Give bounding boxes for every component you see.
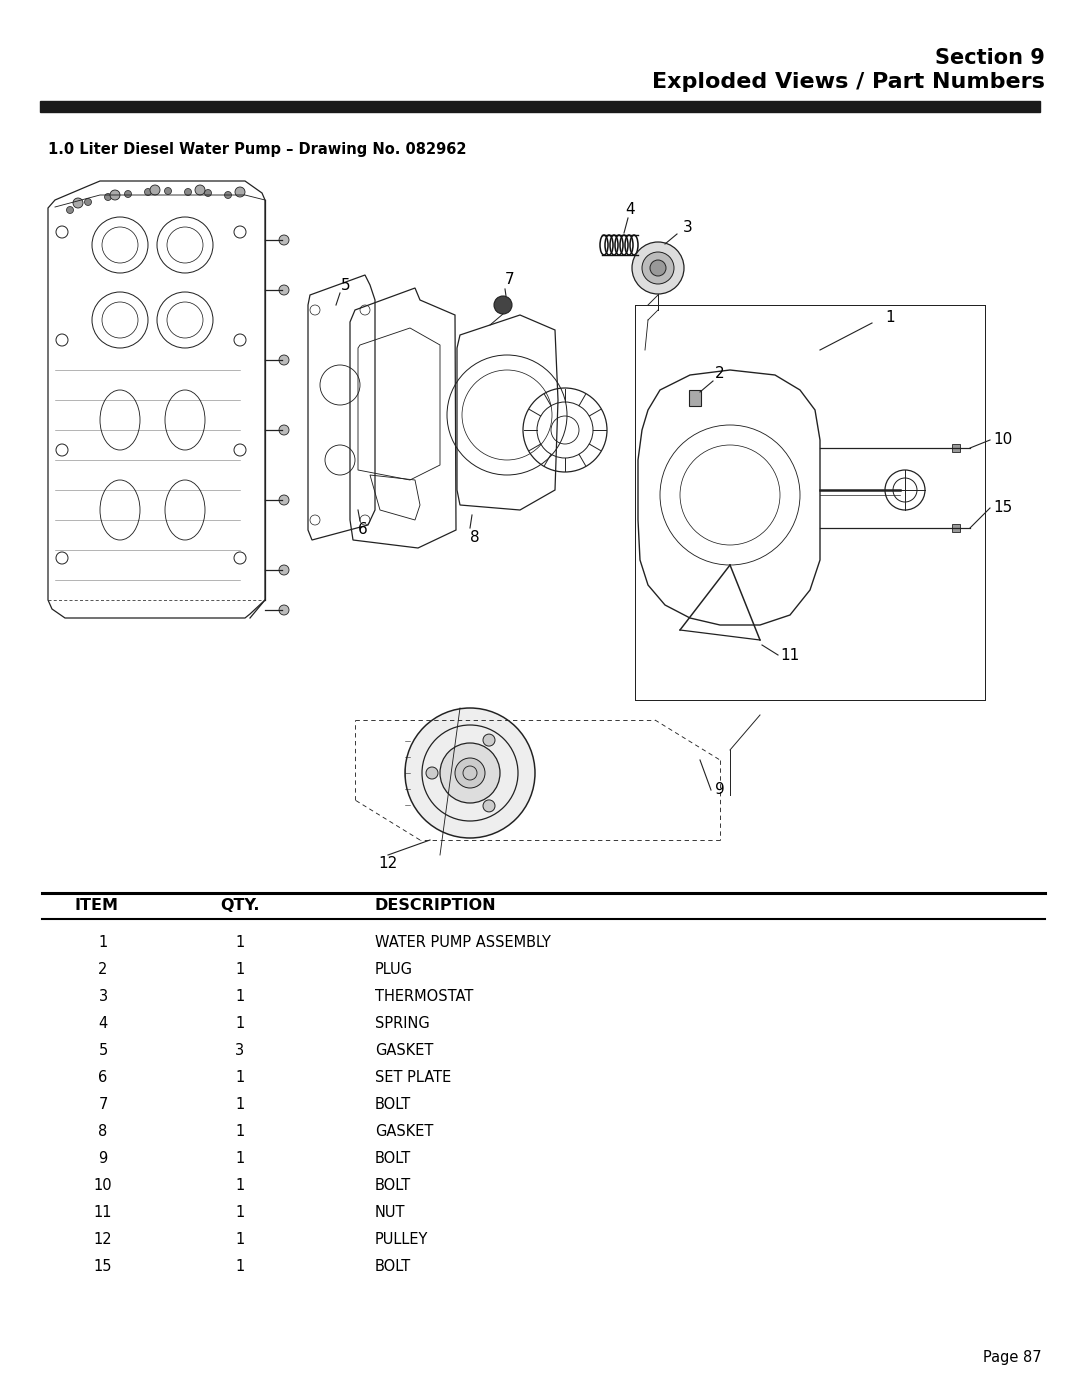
Text: 1: 1 <box>98 935 108 950</box>
Text: THERMOSTAT: THERMOSTAT <box>375 989 473 1004</box>
Text: 1: 1 <box>235 1178 245 1193</box>
Circle shape <box>632 242 684 293</box>
Text: 1: 1 <box>235 1206 245 1220</box>
Text: BOLT: BOLT <box>375 1097 411 1112</box>
Text: 7: 7 <box>98 1097 108 1112</box>
Text: 12: 12 <box>378 856 397 872</box>
Circle shape <box>426 767 438 780</box>
Text: QTY.: QTY. <box>220 898 259 914</box>
Circle shape <box>185 189 191 196</box>
Text: 15: 15 <box>94 1259 112 1274</box>
Text: SPRING: SPRING <box>375 1016 430 1031</box>
Text: 1: 1 <box>235 1232 245 1248</box>
Circle shape <box>204 190 212 197</box>
Circle shape <box>105 194 111 201</box>
Circle shape <box>110 190 120 200</box>
Bar <box>951 524 960 532</box>
Bar <box>40 101 1040 112</box>
Circle shape <box>483 733 495 746</box>
Text: GASKET: GASKET <box>375 1125 433 1139</box>
Circle shape <box>124 190 132 197</box>
Text: Section 9: Section 9 <box>935 47 1045 68</box>
Text: NUT: NUT <box>375 1206 405 1220</box>
Text: 9: 9 <box>715 782 725 798</box>
Text: 1.0 Liter Diesel Water Pump – Drawing No. 082962: 1.0 Liter Diesel Water Pump – Drawing No… <box>48 142 467 156</box>
Bar <box>951 444 960 453</box>
Bar <box>689 390 701 407</box>
Text: SET PLATE: SET PLATE <box>375 1070 451 1085</box>
Text: 11: 11 <box>94 1206 112 1220</box>
Text: 1: 1 <box>235 1070 245 1085</box>
Text: 1: 1 <box>886 310 895 326</box>
Circle shape <box>483 800 495 812</box>
Text: 7: 7 <box>505 272 515 288</box>
Circle shape <box>279 605 289 615</box>
Circle shape <box>405 708 535 838</box>
Circle shape <box>642 251 674 284</box>
Text: BOLT: BOLT <box>375 1178 411 1193</box>
Circle shape <box>235 187 245 197</box>
Text: 2: 2 <box>715 366 725 380</box>
Text: BOLT: BOLT <box>375 1259 411 1274</box>
Circle shape <box>650 260 666 277</box>
Text: 8: 8 <box>470 531 480 545</box>
Text: 12: 12 <box>94 1232 112 1248</box>
Circle shape <box>225 191 231 198</box>
Circle shape <box>145 189 151 196</box>
Text: BOLT: BOLT <box>375 1151 411 1166</box>
Text: 1: 1 <box>235 1125 245 1139</box>
Circle shape <box>195 184 205 196</box>
Text: 6: 6 <box>98 1070 108 1085</box>
Text: 9: 9 <box>98 1151 108 1166</box>
Text: 11: 11 <box>781 647 799 662</box>
Text: Page 87: Page 87 <box>984 1350 1042 1365</box>
Circle shape <box>279 235 289 244</box>
Text: 1: 1 <box>235 1259 245 1274</box>
Circle shape <box>440 743 500 803</box>
Text: 3: 3 <box>235 1044 244 1058</box>
Text: 10: 10 <box>94 1178 112 1193</box>
Circle shape <box>279 285 289 295</box>
Text: 1: 1 <box>235 1016 245 1031</box>
Text: WATER PUMP ASSEMBLY: WATER PUMP ASSEMBLY <box>375 935 551 950</box>
Text: 3: 3 <box>98 989 108 1004</box>
Text: 6: 6 <box>359 522 368 538</box>
Text: Exploded Views / Part Numbers: Exploded Views / Part Numbers <box>652 73 1045 92</box>
Text: 1: 1 <box>235 935 245 950</box>
Text: 10: 10 <box>994 433 1013 447</box>
Text: PULLEY: PULLEY <box>375 1232 429 1248</box>
Circle shape <box>494 296 512 314</box>
Text: 2: 2 <box>98 963 108 977</box>
Circle shape <box>279 495 289 504</box>
Circle shape <box>164 187 172 194</box>
Text: 1: 1 <box>235 963 245 977</box>
Circle shape <box>150 184 160 196</box>
Circle shape <box>84 198 92 205</box>
Text: PLUG: PLUG <box>375 963 413 977</box>
Text: 1: 1 <box>235 1151 245 1166</box>
Text: DESCRIPTION: DESCRIPTION <box>375 898 497 914</box>
Text: 15: 15 <box>994 500 1013 515</box>
Text: 3: 3 <box>684 221 693 236</box>
Text: 8: 8 <box>98 1125 108 1139</box>
Circle shape <box>67 207 73 214</box>
Circle shape <box>279 564 289 576</box>
Circle shape <box>73 198 83 208</box>
Text: 4: 4 <box>98 1016 108 1031</box>
Circle shape <box>279 425 289 434</box>
Text: ITEM: ITEM <box>75 898 119 914</box>
Circle shape <box>279 355 289 365</box>
Text: GASKET: GASKET <box>375 1044 433 1058</box>
Circle shape <box>455 759 485 788</box>
Text: 5: 5 <box>341 278 351 292</box>
Text: 5: 5 <box>98 1044 108 1058</box>
Text: 1: 1 <box>235 989 245 1004</box>
Text: 4: 4 <box>625 203 635 218</box>
Text: 1: 1 <box>235 1097 245 1112</box>
